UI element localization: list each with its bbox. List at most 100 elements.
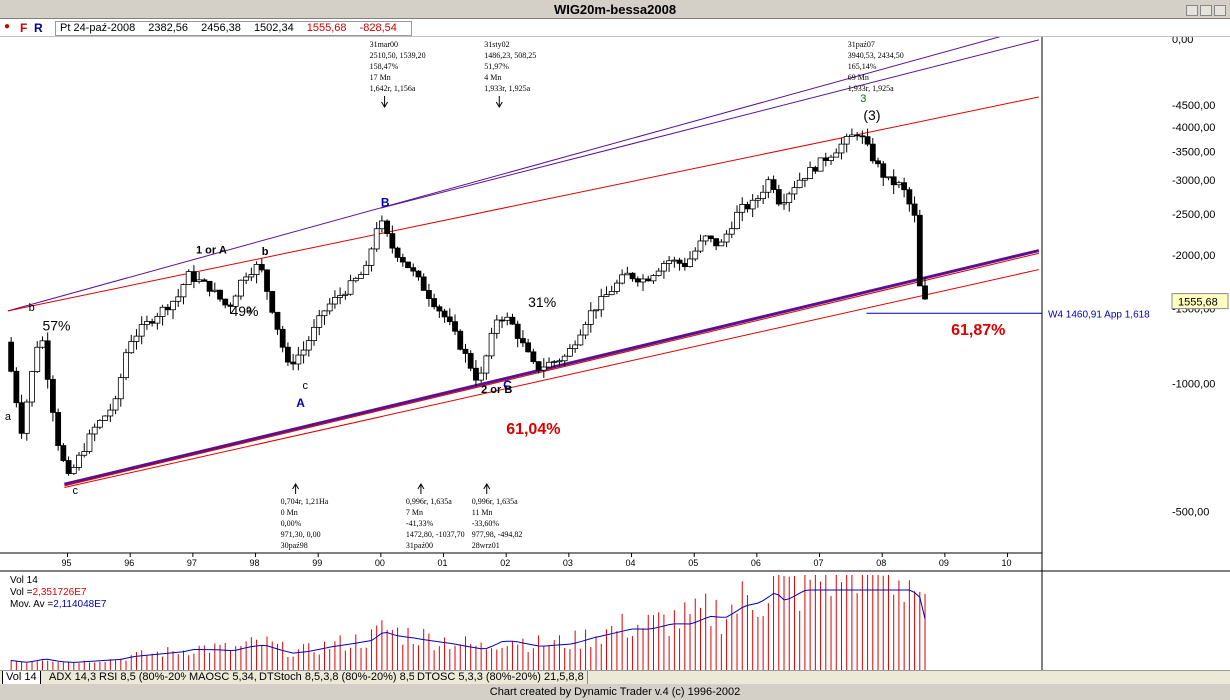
info-text: 28wrz01 (472, 541, 500, 550)
candle-body (890, 176, 897, 186)
info-text: -41,33% (406, 519, 434, 528)
wave-label: C (503, 378, 512, 392)
indicator-tab[interactable]: DTStoch 8,5,3,8 (80%-20%) 8,5,3,8 (256, 671, 438, 684)
x-tick-label: 06 (751, 558, 761, 568)
r-button[interactable]: R (34, 21, 43, 35)
candle-body (869, 143, 876, 162)
volume-value: 2,351726E7 (33, 587, 87, 598)
candle-body (175, 296, 182, 302)
candle-body (692, 250, 699, 260)
candle-body (290, 361, 297, 365)
y-tick-label: -1000,00 (1172, 378, 1215, 390)
price-chart[interactable]: -500,00-1000,00-1500,00-2000,00-2500,00-… (0, 37, 1230, 670)
candle-body (775, 189, 782, 205)
candle-body (551, 361, 558, 363)
candle-body (640, 278, 646, 283)
candle-body (8, 341, 15, 372)
candle-body (614, 282, 620, 292)
w4-target-label: W4 1460,91 App 1,618 (1048, 309, 1150, 320)
candle-body (661, 263, 667, 272)
candle-body (138, 324, 145, 337)
candle-body (415, 270, 422, 278)
info-text: 1,642r, 1,156a (370, 84, 416, 93)
candle-body (781, 202, 787, 205)
wave-label: b (29, 302, 35, 314)
upper-channel-line (7, 37, 1001, 312)
candle-body (807, 167, 814, 179)
candle-body (849, 134, 855, 137)
candle-body (285, 346, 291, 363)
indicator-tab[interactable]: DTOSC 5,3,3 (80%-20%) 21,5,8,8 (414, 671, 588, 684)
quote-date: Pt 24-paź-2008 (60, 22, 136, 34)
candle-body (812, 167, 819, 172)
f-button[interactable]: F (20, 21, 28, 35)
minimize-button[interactable] (1186, 5, 1198, 16)
info-arrow-head (417, 483, 425, 490)
candle-body (452, 321, 458, 332)
candle-body (493, 319, 500, 334)
candle-body (634, 278, 641, 283)
info-text: 0 Mn (281, 508, 298, 517)
y-tick-label: -3000,00 (1172, 175, 1215, 187)
wave-label: c (303, 380, 309, 392)
candle-body (629, 272, 636, 280)
info-text: 1,933r, 1,925a (484, 84, 530, 93)
info-text: 17 Mn (370, 73, 391, 82)
info-text: 0,996r, 1,635a (472, 497, 518, 506)
indicator-tab[interactable]: RSI 8,5 (80%-20%) (96, 671, 198, 684)
info-text: 3940,53, 2434,50 (848, 51, 904, 60)
candle-body (901, 182, 908, 191)
candle-body (603, 294, 610, 297)
info-arrow-head (292, 483, 300, 490)
indicator-tab[interactable]: MAOSC 5,34,5 (186, 671, 267, 684)
candle-body (180, 284, 187, 298)
x-tick-label: 95 (62, 558, 72, 568)
candle-body (170, 300, 176, 311)
candle-body (593, 309, 599, 312)
current-price-tag (1171, 293, 1229, 310)
info-text: 30paź98 (281, 541, 308, 550)
candle-body (191, 271, 197, 282)
indicator-tab[interactable]: Vol 14 (2, 671, 41, 685)
candle-body (243, 276, 250, 281)
quote-high: 2456,38 (201, 22, 241, 34)
x-tick-label: 09 (939, 558, 949, 568)
candle-body (269, 291, 276, 313)
close-button[interactable] (1214, 5, 1226, 16)
candle-body (655, 270, 662, 276)
candle-body (65, 460, 72, 474)
candle-body (436, 306, 443, 312)
retracement-percent: 61,87% (951, 322, 1005, 339)
indicator-tab[interactable]: ADX 14,30 (46, 671, 107, 684)
candle-body (744, 204, 751, 210)
y-tick-label: -2000,00 (1172, 250, 1215, 262)
candle-body (81, 451, 88, 456)
candle-body (896, 182, 902, 186)
quote-low: 1502,34 (253, 22, 294, 34)
y-tick-label: -2500,00 (1172, 209, 1215, 221)
x-tick-label: 07 (814, 558, 824, 568)
maximize-button[interactable] (1200, 5, 1212, 16)
candle-body (875, 160, 881, 165)
candle-body (561, 355, 568, 362)
wave-label: B (381, 196, 390, 210)
candle-body (368, 248, 375, 266)
info-text: 158,47% (370, 62, 399, 71)
candle-body (384, 220, 391, 234)
close-chart-icon[interactable]: ● (4, 21, 11, 32)
candle-body (509, 316, 516, 325)
info-text: 1472,80, -1037,70 (406, 530, 465, 539)
candle-body (546, 361, 552, 368)
lower-support-line (64, 269, 1039, 488)
candle-body (258, 264, 265, 271)
y-tick-label: -3500,00 (1172, 147, 1215, 159)
candle-body (713, 238, 720, 247)
candle-body (504, 316, 511, 321)
candle-body (525, 342, 532, 353)
info-text: 971,30, 0,00 (281, 530, 321, 539)
info-text: 1,933r, 1,925a (848, 84, 894, 93)
candle-body (723, 233, 730, 243)
candle-body (786, 193, 793, 204)
info-text: 0,996r, 1,635a (406, 497, 452, 506)
